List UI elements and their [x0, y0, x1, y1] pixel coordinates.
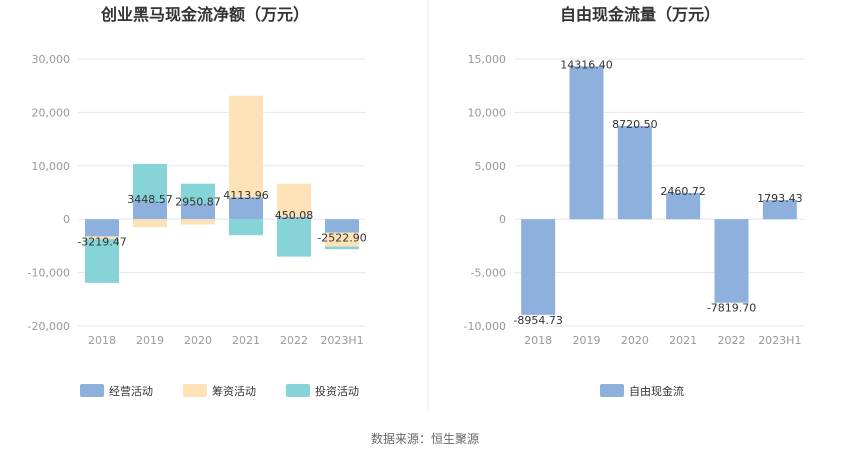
y-tick-label: -10,000: [464, 320, 506, 333]
legend-label[interactable]: 自由现金流: [629, 384, 684, 398]
y-axis: 30,000 20,000 10,000 0 -10,000 -20,000: [28, 53, 70, 333]
data-label: 2950.87: [175, 195, 221, 208]
x-tick-label: 2023H1: [758, 334, 801, 347]
bar[interactable]: [666, 192, 701, 220]
data-labels: -8954.73 14316.40 8720.50 2460.72 -7819.70 17…: [513, 58, 802, 327]
y-tick-label: 0: [499, 213, 506, 226]
y-tick-label: 10,000: [32, 160, 71, 173]
x-tick-label: 2023H1: [320, 334, 363, 347]
data-label: -3219.47: [77, 235, 126, 248]
legend-swatch[interactable]: [286, 384, 310, 397]
x-axis: 2018 2019 2020 2021 2022 2023H1: [88, 334, 364, 347]
x-tick-label: 2018: [88, 334, 116, 347]
data-label: -2522.90: [317, 232, 366, 245]
bar[interactable]: [229, 197, 263, 220]
bar[interactable]: [133, 200, 167, 220]
bar[interactable]: [277, 183, 311, 217]
bar[interactable]: [133, 163, 167, 201]
legend-swatch[interactable]: [600, 384, 624, 397]
y-tick-label: -5,000: [471, 267, 506, 280]
y-tick-label: 30,000: [32, 53, 71, 66]
bar[interactable]: [85, 219, 119, 237]
bar[interactable]: [714, 219, 749, 303]
data-source: 数据来源：恒生聚源: [371, 431, 479, 446]
bar[interactable]: [229, 219, 263, 236]
x-tick-label: 2021: [669, 334, 697, 347]
legend-label[interactable]: 筹资活动: [212, 384, 256, 398]
y-tick-label: 5,000: [475, 160, 507, 173]
x-tick-label: 2019: [136, 334, 164, 347]
bar[interactable]: [181, 203, 215, 220]
data-labels: -3219.47 3448.57 2950.87 4113.96 450.08-2522…: [77, 189, 366, 248]
cashflow-net-chart: 创业黑马现金流净额（万元） 30,000 20,000 10,000 0 -10,000…: [28, 5, 367, 398]
bar[interactable]: [85, 239, 119, 283]
data-label: -8954.73: [513, 314, 562, 327]
bar[interactable]: [133, 219, 167, 228]
grid: [514, 58, 804, 327]
legend-swatch[interactable]: [183, 384, 207, 397]
x-tick-label: 2018: [524, 334, 552, 347]
bar[interactable]: [325, 246, 359, 250]
x-tick-label: 2022: [280, 334, 308, 347]
data-label: 14316.40: [560, 58, 613, 71]
bars: [521, 66, 797, 315]
chart-title: 创业黑马现金流净额（万元）: [100, 5, 309, 24]
legend-label[interactable]: 投资活动: [315, 384, 359, 398]
data-label: 3448.57: [127, 193, 173, 206]
x-tick-label: 2020: [621, 334, 649, 347]
x-tick-label: 2021: [232, 334, 260, 347]
data-label: 2460.72: [660, 185, 706, 198]
x-axis: 2018 2019 2020 2021 2022 2023H1: [524, 334, 801, 347]
data-label: 1793.43: [757, 192, 803, 205]
bars: [85, 95, 359, 283]
bar[interactable]: [521, 219, 556, 315]
data-label: 8720.50: [612, 118, 658, 131]
bar[interactable]: [229, 95, 263, 198]
bar[interactable]: [762, 200, 797, 220]
legend[interactable]: 自由现金流: [600, 384, 684, 398]
data-label: 450.08: [275, 209, 314, 222]
y-tick-label: 0: [63, 213, 70, 226]
bar[interactable]: [277, 216, 311, 220]
free-cashflow-chart: 自由现金流量（万元） 15,000 10,000 5,000 0 -5,000 -10,0…: [464, 5, 804, 398]
chart-title: 自由现金流量（万元）: [560, 5, 720, 24]
bar[interactable]: [277, 219, 311, 257]
bar[interactable]: [181, 183, 215, 204]
bar[interactable]: [181, 219, 215, 225]
y-tick-label: 15,000: [468, 53, 507, 66]
legend-swatch[interactable]: [80, 384, 104, 397]
x-tick-label: 2019: [573, 334, 601, 347]
bar[interactable]: [85, 236, 119, 240]
bar[interactable]: [617, 126, 652, 220]
grid: [78, 58, 366, 327]
y-tick-label: -10,000: [28, 267, 70, 280]
legend-label[interactable]: 经营活动: [109, 384, 153, 398]
y-tick-label: 20,000: [32, 106, 71, 119]
data-label: 4113.96: [223, 189, 269, 202]
bar[interactable]: [569, 66, 604, 220]
bar[interactable]: [325, 219, 359, 233]
legend[interactable]: 经营活动 筹资活动 投资活动: [80, 384, 359, 398]
y-tick-label: -20,000: [28, 320, 70, 333]
y-tick-label: 10,000: [468, 106, 507, 119]
x-tick-label: 2020: [184, 334, 212, 347]
y-axis: 15,000 10,000 5,000 0 -5,000 -10,000: [464, 53, 506, 333]
bar[interactable]: [325, 232, 359, 247]
data-label: -7819.70: [707, 302, 756, 315]
x-tick-label: 2022: [718, 334, 746, 347]
